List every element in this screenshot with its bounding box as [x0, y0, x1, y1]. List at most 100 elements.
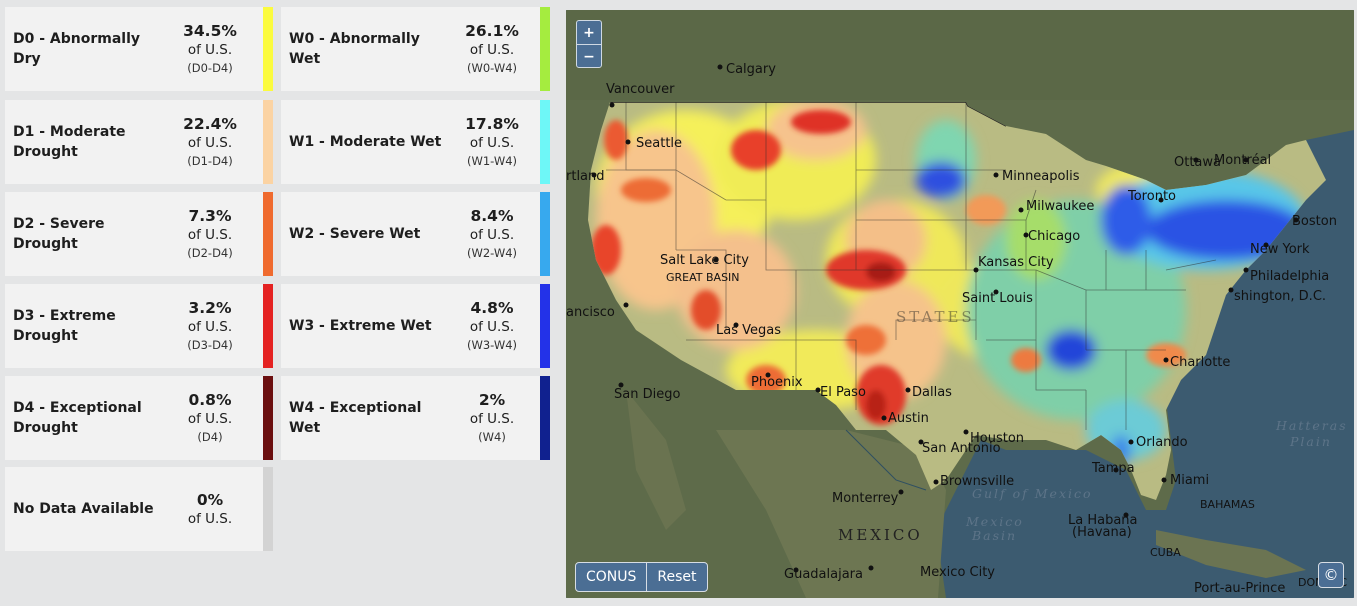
legend-item-d1: D1 - Moderate Drought 22.4% of U.S. (D1-D4) [5, 100, 273, 184]
legend-range: (W2-W4) [466, 246, 518, 260]
label-stlouis: Saint Louis [962, 291, 1033, 306]
legend-item-w0: W0 - Abnormally Wet 26.1% of U.S. (W0-W4) [281, 7, 550, 91]
copyright-icon[interactable]: © [1318, 562, 1344, 588]
legend-color-swatch [540, 7, 550, 91]
legend-label: W2 - Severe Wet [289, 226, 421, 242]
legend-item-d4: D4 - Exceptional Drought 0.8% of U.S. (D4) [5, 376, 273, 460]
legend-label: No Data Available [13, 501, 154, 517]
label-houston: Houston [970, 431, 1024, 446]
legend-item-d2: D2 - Severe Drought 7.3% of U.S. (D2-D4) [5, 192, 273, 276]
legend-color-swatch [263, 467, 273, 551]
legend-of-us: of U.S. [187, 42, 233, 58]
legend-color-swatch [540, 192, 550, 276]
label-washington: shington, D.C. [1234, 289, 1326, 304]
legend-item-d0: D0 - Abnormally Dry 34.5% of U.S. (D0-D4) [5, 7, 273, 91]
legend-color-swatch [263, 284, 273, 368]
label-monterrey: Monterrey [832, 491, 899, 506]
legend-of-us: of U.S. [469, 227, 515, 243]
legend-item-w1: W1 - Moderate Wet 17.8% of U.S. (W1-W4) [281, 100, 550, 184]
label-vancouver: Vancouver [606, 82, 675, 97]
legend-label: W0 - Abnormally Wet [289, 31, 420, 67]
label-bahamas: BAHAMAS [1200, 498, 1255, 511]
label-sanfrancisco: ancisco [566, 305, 615, 320]
label-lahabana1: La Habana [1068, 513, 1138, 528]
legend-stat: 17.8% of U.S. (W1-W4) [449, 100, 535, 184]
zoom-out-button[interactable]: − [577, 44, 601, 67]
legend-stat: 0.8% of U.S. (D4) [167, 376, 253, 460]
label-minneapolis: Minneapolis [1002, 169, 1080, 184]
label-boston: Boston [1292, 214, 1337, 229]
label-saltlake: Salt Lake City [660, 253, 749, 268]
legend-stat: 22.4% of U.S. (D1-D4) [167, 100, 253, 184]
label-mexicocity: Mexico City [920, 565, 995, 580]
label-greatbasin: GREAT BASIN [666, 271, 740, 284]
label-states: STATES [896, 308, 975, 326]
label-hatteras2: Plain [1289, 434, 1332, 449]
label-sanantonio: San Antonio [922, 441, 1001, 456]
legend-range: (W4) [478, 430, 506, 444]
legend-item-d3: D3 - Extreme Drought 3.2% of U.S. (D3-D4) [5, 284, 273, 368]
map-labels: Vancouver Calgary Seattle rtland Ottawa … [566, 62, 1347, 596]
legend-item-w3: W3 - Extreme Wet 4.8% of U.S. (W3-W4) [281, 284, 550, 368]
city-markers [591, 64, 1299, 573]
label-portauprince: Port-au-Prince [1194, 581, 1285, 596]
legend-of-us: of U.S. [469, 411, 515, 427]
legend-stat: 4.8% of U.S. (W3-W4) [449, 284, 535, 368]
legend-of-us: of U.S. [469, 135, 515, 151]
legend-percent: 3.2% [188, 299, 232, 317]
legend-color-swatch [263, 7, 273, 91]
legend-stat: 0% of U.S. [167, 467, 253, 551]
label-elpaso: El Paso [820, 385, 866, 400]
legend-percent: 4.8% [470, 299, 514, 317]
canada-land [566, 10, 1354, 100]
conus-button[interactable]: CONUS [586, 569, 637, 585]
legend-range: (D4) [197, 430, 223, 444]
legend-range: (D0-D4) [187, 61, 233, 75]
label-austin: Austin [888, 411, 929, 426]
legend-range: (W3-W4) [466, 338, 518, 352]
map-canvas[interactable]: Vancouver Calgary Seattle rtland Ottawa … [566, 10, 1354, 598]
legend-percent: 34.5% [183, 22, 237, 40]
legend-percent: 8.4% [470, 207, 514, 225]
rio-grande [845, 429, 927, 491]
legend-label: W3 - Extreme Wet [289, 318, 432, 334]
label-seattle: Seattle [636, 136, 682, 151]
legend-stat: 3.2% of U.S. (D3-D4) [167, 284, 253, 368]
reset-button[interactable]: Reset [646, 563, 706, 591]
legend-color-swatch [540, 100, 550, 184]
label-ottawa: Ottawa [1174, 155, 1221, 170]
drought-map[interactable]: Vancouver Calgary Seattle rtland Ottawa … [566, 10, 1354, 598]
label-newyork: New York [1250, 242, 1310, 257]
legend-range: (D1-D4) [187, 154, 233, 168]
legend-label: D4 - Exceptional Drought [13, 400, 142, 436]
legend-label: W1 - Moderate Wet [289, 134, 442, 150]
legend-item-w4: W4 - Exceptional Wet 2% of U.S. (W4) [281, 376, 550, 460]
legend-percent: 7.3% [188, 207, 232, 225]
legend-label: W4 - Exceptional Wet [289, 400, 422, 436]
legend-label: D0 - Abnormally Dry [13, 31, 141, 67]
label-brownsville: Brownsville [940, 474, 1014, 489]
label-gulf: Gulf of Mexico [972, 486, 1093, 501]
label-phoenix: Phoenix [751, 375, 803, 390]
label-mexicobasin2: Basin [971, 528, 1017, 543]
legend-label: D3 - Extreme Drought [13, 308, 116, 344]
label-toronto: Toronto [1127, 189, 1176, 204]
legend-of-us: of U.S. [187, 510, 233, 527]
label-tampa: Tampa [1091, 461, 1135, 476]
label-kansascity: Kansas City [978, 255, 1054, 270]
legend-range: (D2-D4) [187, 246, 233, 260]
legend-label: D2 - Severe Drought [13, 216, 105, 252]
label-charlotte: Charlotte [1170, 355, 1230, 370]
zoom-in-button[interactable]: + [583, 24, 595, 41]
label-guadalajara: Guadalajara [784, 567, 863, 582]
legend-stat: 26.1% of U.S. (W0-W4) [449, 7, 535, 91]
label-lahabana2: (Havana) [1072, 525, 1132, 540]
label-chicago: Chicago [1028, 229, 1080, 244]
legend-range: (W1-W4) [466, 154, 518, 168]
legend-percent: 22.4% [183, 115, 237, 133]
legend-range: (W0-W4) [466, 61, 518, 75]
label-miami: Miami [1170, 473, 1209, 488]
label-philadelphia: Philadelphia [1250, 269, 1329, 284]
legend-of-us: of U.S. [187, 319, 233, 335]
legend-stat: 34.5% of U.S. (D0-D4) [167, 7, 253, 91]
